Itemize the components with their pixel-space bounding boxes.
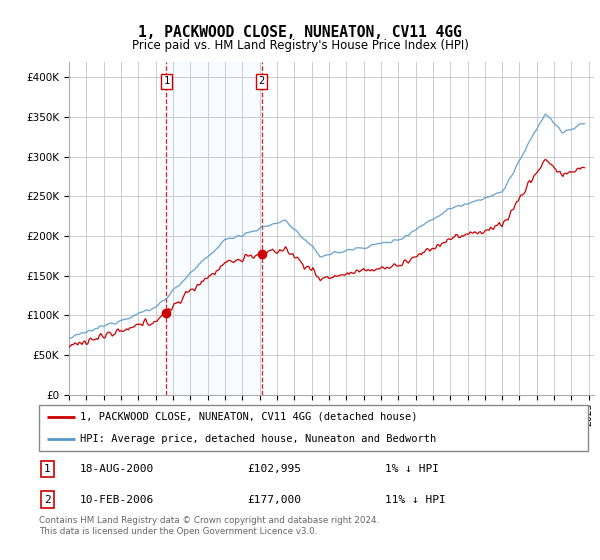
Text: 18-AUG-2000: 18-AUG-2000 bbox=[80, 464, 154, 474]
Text: £177,000: £177,000 bbox=[248, 494, 302, 505]
Text: 10-FEB-2006: 10-FEB-2006 bbox=[80, 494, 154, 505]
Text: 1% ↓ HPI: 1% ↓ HPI bbox=[385, 464, 439, 474]
Text: HPI: Average price, detached house, Nuneaton and Bedworth: HPI: Average price, detached house, Nune… bbox=[80, 434, 436, 444]
Bar bbox=[166, 62, 262, 395]
Text: 11% ↓ HPI: 11% ↓ HPI bbox=[385, 494, 446, 505]
Text: £102,995: £102,995 bbox=[248, 464, 302, 474]
Text: 1, PACKWOOD CLOSE, NUNEATON, CV11 4GG: 1, PACKWOOD CLOSE, NUNEATON, CV11 4GG bbox=[138, 25, 462, 40]
Text: 1: 1 bbox=[44, 464, 50, 474]
Text: 2: 2 bbox=[44, 494, 50, 505]
Text: 1, PACKWOOD CLOSE, NUNEATON, CV11 4GG (detached house): 1, PACKWOOD CLOSE, NUNEATON, CV11 4GG (d… bbox=[80, 412, 418, 422]
Text: Price paid vs. HM Land Registry's House Price Index (HPI): Price paid vs. HM Land Registry's House … bbox=[131, 39, 469, 52]
FancyBboxPatch shape bbox=[39, 405, 588, 451]
Text: 2: 2 bbox=[259, 76, 265, 86]
Text: Contains HM Land Registry data © Crown copyright and database right 2024.
This d: Contains HM Land Registry data © Crown c… bbox=[39, 516, 379, 536]
Text: 1: 1 bbox=[163, 76, 170, 86]
